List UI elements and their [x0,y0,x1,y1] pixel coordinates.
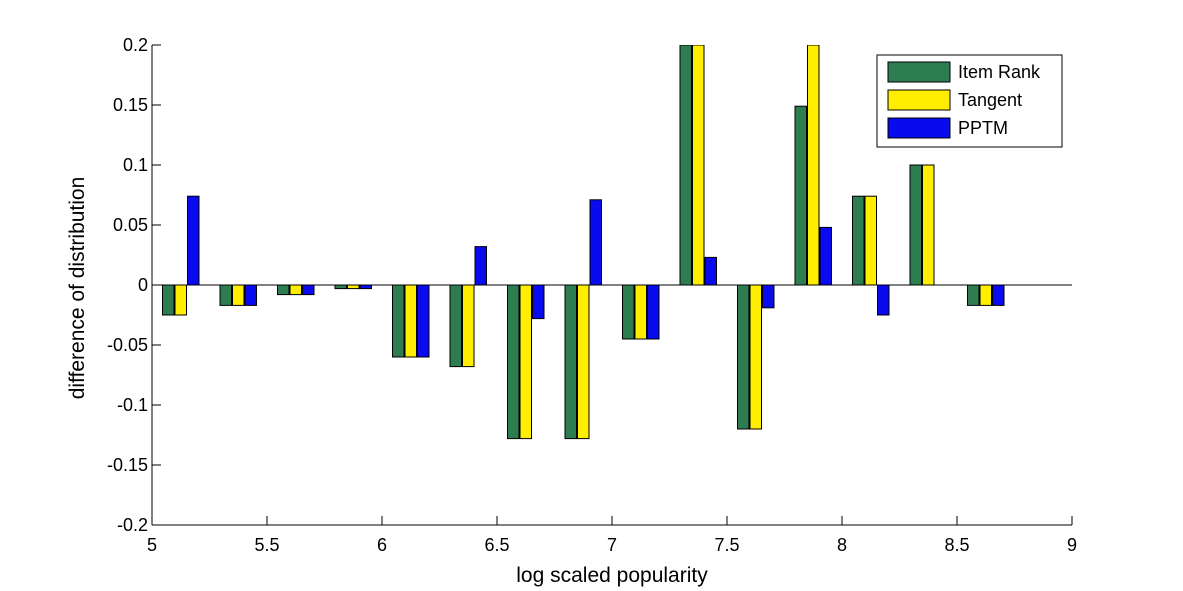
x-tick-label: 5.5 [254,535,279,555]
y-tick-label: 0.2 [123,35,148,55]
bar [692,45,705,286]
x-tick-label: 7.5 [714,535,739,555]
bar [749,284,762,430]
bar [507,284,520,440]
bar [922,164,935,286]
bar [244,284,257,306]
bar [622,284,635,340]
bar [449,284,462,368]
bar [417,284,430,358]
bar [762,284,775,309]
y-tick-label: -0.2 [117,515,148,535]
x-tick-label: 6.5 [484,535,509,555]
bar [992,284,1005,306]
bar [564,284,577,440]
y-tick-label: -0.1 [117,395,148,415]
legend: Item Rank Tangent PPTM [876,54,1063,148]
legend-label: Tangent [958,90,1022,110]
bar [807,45,820,286]
bar [819,226,832,286]
legend-label: Item Rank [958,62,1041,82]
bar [979,284,992,306]
bar [737,284,750,430]
bar [519,284,532,440]
bar [174,284,187,316]
bar [577,284,590,440]
bar [679,45,692,286]
y-axis-label: difference of distribution [66,177,89,400]
legend-swatch [887,117,951,139]
x-tick-label: 8 [837,535,847,555]
bar [704,256,717,286]
bar [334,284,347,290]
bar [347,284,360,290]
bar [232,284,245,306]
y-tick-label: 0.15 [113,95,148,115]
bar [289,284,302,296]
x-tick-label: 9 [1067,535,1077,555]
bar [404,284,417,358]
y-tick-label: 0.1 [123,155,148,175]
bar [864,195,877,286]
x-tick-label: 6 [377,535,387,555]
bar [392,284,405,358]
y-tick-label: -0.15 [107,455,148,475]
legend-swatch [887,61,951,83]
x-tick-label: 7 [607,535,617,555]
bar [302,284,315,296]
legend-swatch [887,89,951,111]
x-axis-label: log scaled popularity [516,564,708,587]
bar [634,284,647,340]
bar [877,284,890,316]
bar [909,164,922,286]
bar [462,284,475,368]
bar [589,199,602,286]
y-tick-label: 0 [138,275,148,295]
bar [794,105,807,286]
bar [277,284,290,296]
bar [852,195,865,286]
x-tick-label: 5 [147,535,157,555]
bar [219,284,232,306]
bar [162,284,175,316]
bar [647,284,660,340]
bar [187,195,200,286]
bar [967,284,980,306]
legend-label: PPTM [958,118,1008,138]
y-tick-label: -0.05 [107,335,148,355]
y-tick-label: 0.05 [113,215,148,235]
bar [359,284,372,290]
bar [532,284,545,320]
bar [474,246,487,286]
x-tick-label: 8.5 [944,535,969,555]
axes-layer: 5 5.5 6 6.5 7 7.5 8 8.5 9 -0.2 -0.15 -0.1 -0.05 0 0.05… [107,35,1077,555]
